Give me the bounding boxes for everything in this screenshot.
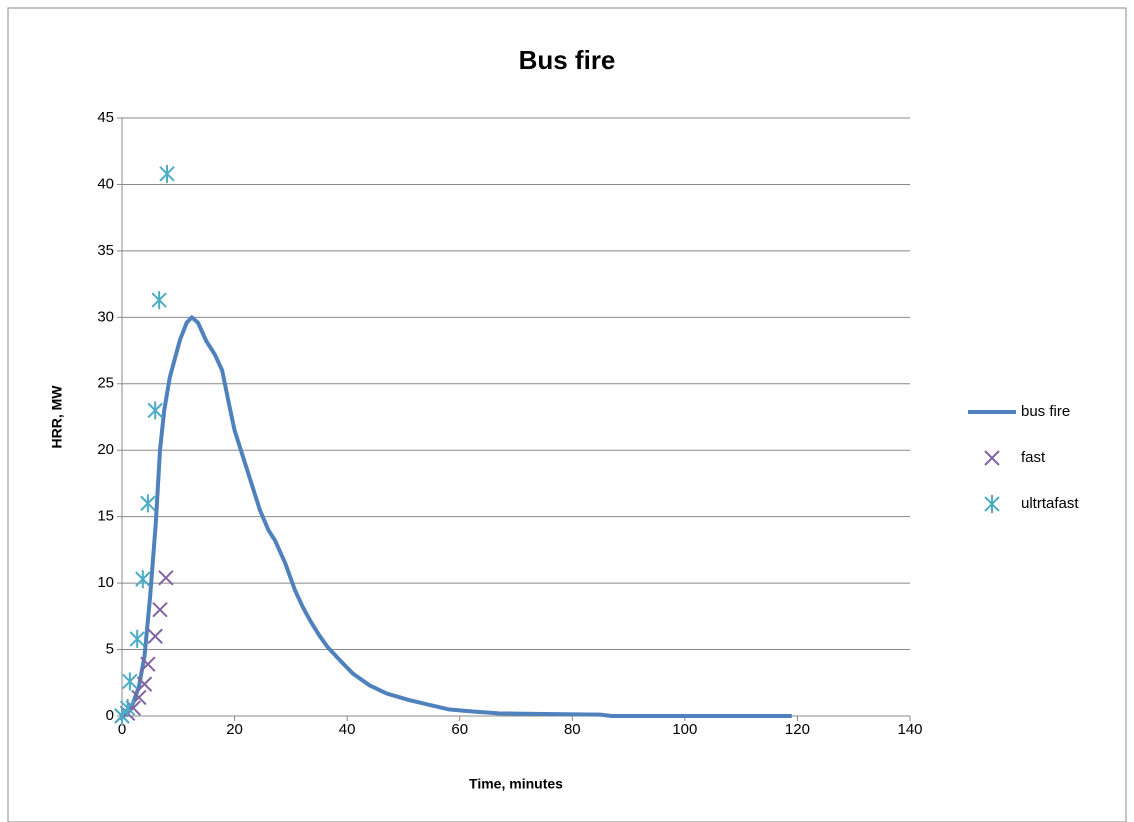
chart-border bbox=[7, 7, 1127, 822]
marker bbox=[122, 672, 138, 691]
legend-label: fast bbox=[1021, 449, 1046, 466]
marker bbox=[147, 628, 163, 644]
x-tick-label: 100 bbox=[672, 721, 697, 738]
x-axis-title: Time, minutes bbox=[469, 776, 563, 792]
y-tick-label: 45 bbox=[97, 109, 114, 126]
x-tick-label: 0 bbox=[118, 721, 126, 738]
legend-label: bus fire bbox=[1021, 403, 1070, 420]
marker bbox=[158, 570, 174, 586]
marker bbox=[140, 656, 156, 672]
y-tick-label: 25 bbox=[97, 375, 114, 392]
legend-swatch bbox=[984, 450, 1000, 466]
y-tick-label: 35 bbox=[97, 242, 114, 259]
marker bbox=[151, 291, 167, 310]
marker bbox=[159, 164, 175, 183]
y-tick-label: 30 bbox=[97, 308, 114, 325]
x-tick-label: 120 bbox=[785, 721, 810, 738]
line bbox=[120, 315, 792, 718]
y-tick-label: 15 bbox=[97, 508, 114, 525]
marker bbox=[140, 494, 156, 513]
x-tick-label: 20 bbox=[226, 721, 243, 738]
marker bbox=[152, 601, 168, 618]
y-axis-title: HRR, MW bbox=[49, 385, 65, 449]
marker bbox=[135, 570, 151, 589]
y-tick-label: 0 bbox=[106, 707, 114, 724]
x-tick-label: 60 bbox=[451, 721, 468, 738]
marker bbox=[147, 401, 163, 420]
marker bbox=[119, 699, 136, 718]
y-tick-label: 40 bbox=[97, 175, 114, 192]
marker bbox=[136, 676, 153, 692]
y-tick-label: 20 bbox=[97, 441, 114, 458]
x-tick-label: 140 bbox=[897, 721, 922, 738]
chart-title: Bus fire bbox=[519, 45, 616, 75]
x-tick-label: 40 bbox=[339, 721, 356, 738]
legend-swatch bbox=[984, 495, 1000, 513]
y-tick-label: 5 bbox=[106, 641, 114, 658]
marker bbox=[129, 629, 145, 648]
x-tick-label: 80 bbox=[564, 721, 581, 738]
y-tick-label: 10 bbox=[97, 574, 114, 591]
legend-label: ultrtafast bbox=[1021, 495, 1079, 512]
